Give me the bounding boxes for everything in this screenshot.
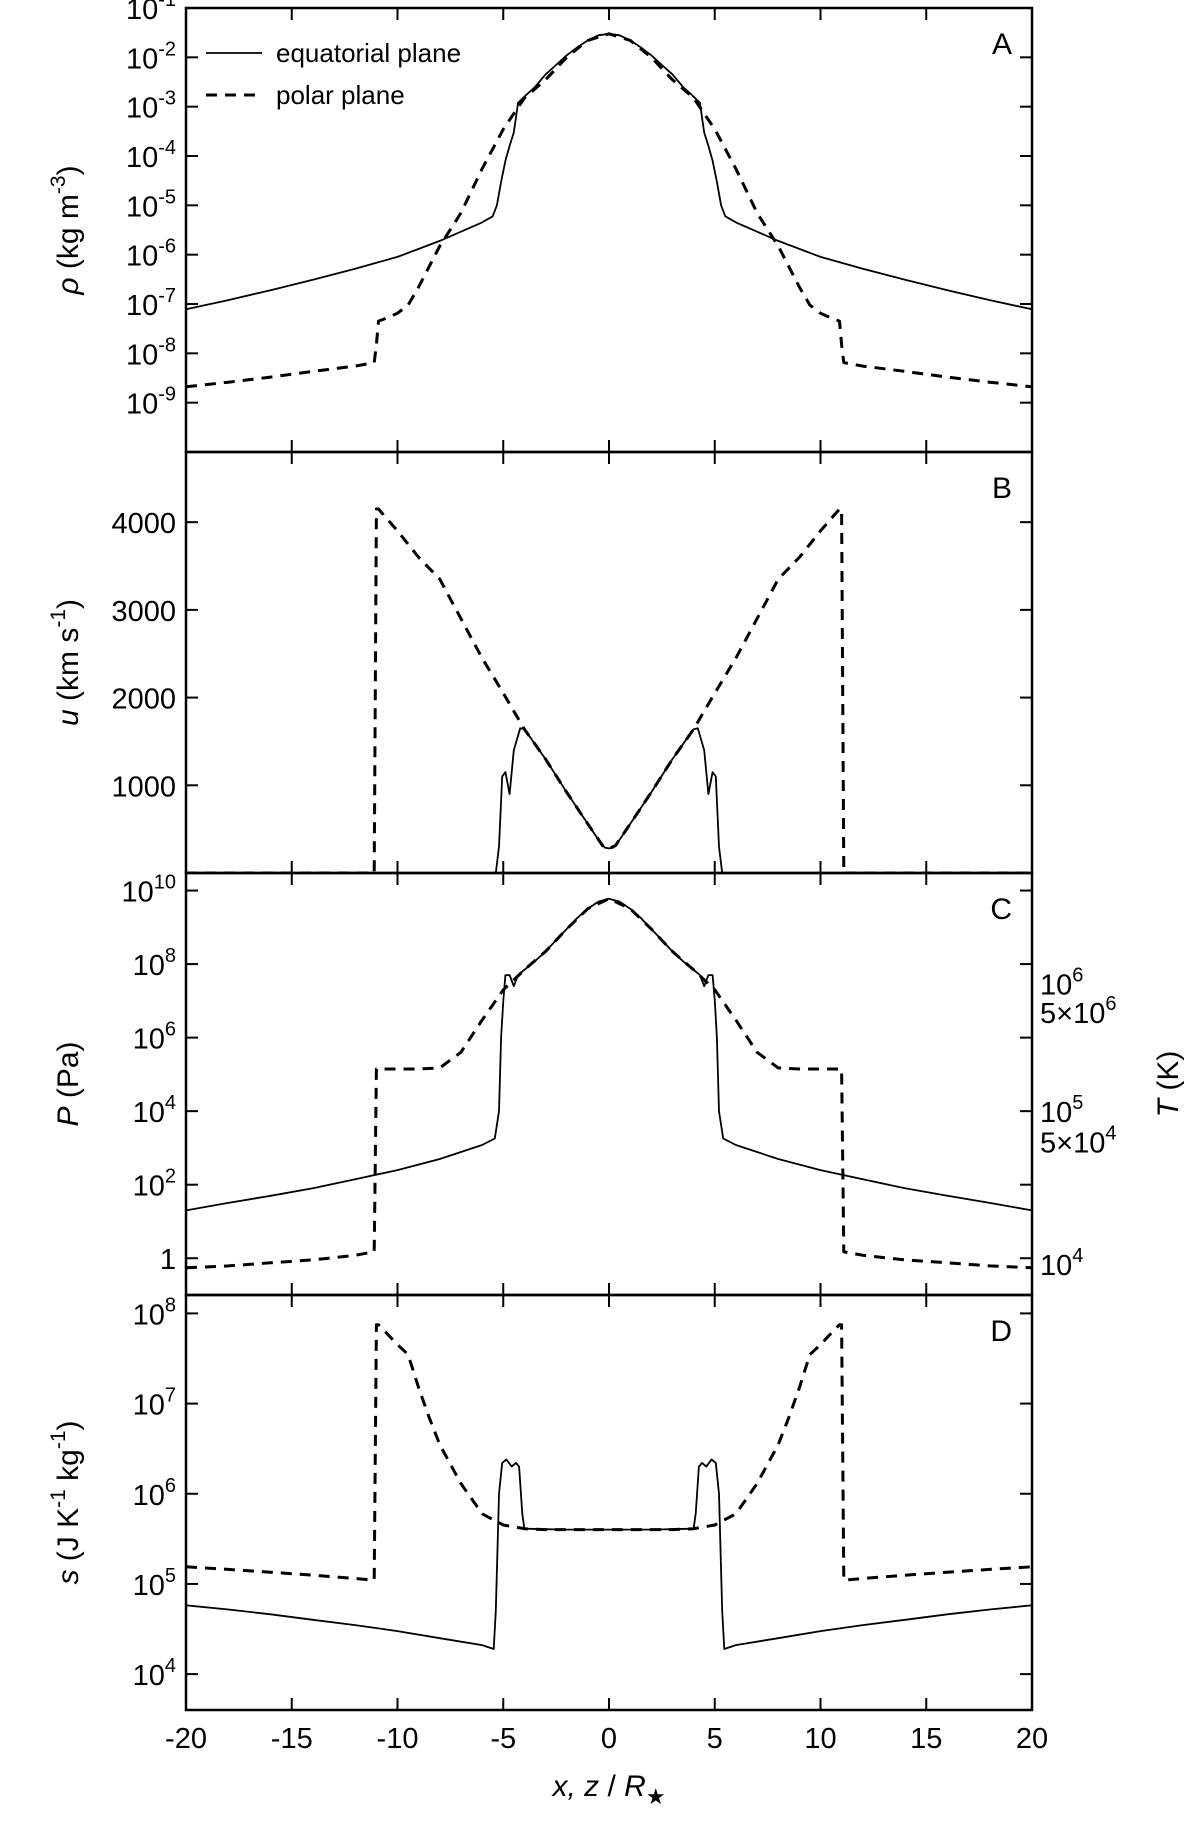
series-equatorial-plane (186, 1458, 1032, 1650)
x-tick-label: 20 (1016, 1723, 1048, 1755)
y-tick-label: 1 (160, 1244, 176, 1276)
y-tick-label: 106 (133, 1475, 176, 1512)
x-tick-label: 5 (707, 1723, 723, 1755)
x-tick-label: 10 (804, 1723, 836, 1755)
y-axis-title: ρ (kg m-3) (47, 165, 85, 295)
legend-entry: equatorial plane (276, 38, 461, 68)
y-tick-label: 10-1 (126, 0, 176, 26)
right-axis-tick-label: 5×106 (1040, 993, 1116, 1030)
series-group (186, 897, 1032, 1270)
x-tick-label: 0 (601, 1723, 617, 1755)
panel-b: 1000 2000 3000 4000 u (km s-1) B (47, 450, 1034, 875)
series-group (186, 507, 1032, 873)
y-tick-label: 104 (133, 1092, 176, 1129)
x-tick-label: -10 (377, 1723, 419, 1755)
series-group (186, 1323, 1032, 1650)
y-tick-label: 4000 (111, 508, 176, 540)
y-tick-label: 108 (133, 1294, 176, 1331)
series-polar-plane (186, 897, 1032, 1270)
x-tick-label: -20 (165, 1723, 207, 1755)
y-axis-title: u (km s-1) (47, 599, 85, 726)
x-tick-label: -5 (490, 1723, 516, 1755)
series-equatorial-plane (186, 897, 1032, 1212)
panel-a: 10-1 10-2 10-3 10-4 10-5 10-6 10-7 10-8 10-9 ρ (k… (47, 0, 1034, 454)
right-axis-tick-label: 106 (1040, 964, 1083, 1001)
panel-label: D (990, 1315, 1012, 1348)
y-tick-label: 10-6 (126, 236, 176, 273)
legend-entry: polar plane (276, 80, 405, 110)
right-axis-tick-label: 5×104 (1040, 1122, 1116, 1159)
series-polar-plane (186, 32, 1032, 389)
plot-frame (184, 1293, 1034, 1712)
plot-frame (184, 871, 1034, 1297)
x-tick-label: 15 (910, 1723, 942, 1755)
series-group (186, 32, 1032, 389)
y-tick-label: 2000 (111, 684, 176, 716)
y-tick-label: 1010 (121, 872, 176, 909)
y-tick-label: 10-9 (126, 384, 176, 421)
y-axis-title: P (Pa) (52, 1041, 85, 1126)
y-tick-label: 107 (133, 1385, 176, 1422)
right-axis-tick-label: 104 (1040, 1245, 1083, 1282)
x-tick-label: -15 (271, 1723, 313, 1755)
series-equatorial-plane (492, 727, 726, 873)
y-tick-label: 108 (133, 945, 176, 982)
x-axis-title: x, z / R★ (550, 1770, 665, 1809)
y-tick-label: 105 (133, 1565, 176, 1602)
y-tick-label: 104 (133, 1655, 176, 1692)
y-tick-label: 3000 (111, 596, 176, 628)
y-tick-label: 106 (133, 1019, 176, 1056)
y-tick-label: 10-5 (126, 186, 176, 223)
panel-label: B (992, 472, 1012, 505)
plot-frame (184, 450, 1034, 875)
y-tick-label: 102 (133, 1166, 176, 1203)
y-tick-label: 10-8 (126, 334, 176, 371)
panel-label: C (990, 893, 1012, 926)
y-tick-label: 10-7 (126, 285, 176, 322)
y-tick-label: 10-3 (126, 88, 176, 125)
series-polar-plane (186, 1323, 1032, 1582)
series-polar-plane (186, 507, 1032, 873)
panel-label: A (992, 28, 1012, 61)
plot-frame (184, 6, 1034, 454)
legend: equatorial plane polar plane (206, 38, 461, 110)
y-tick-label: 10-4 (126, 137, 176, 174)
y-tick-label: 1000 (111, 771, 176, 803)
y-axis-title: s (J K-1 kg-1) (47, 1420, 85, 1584)
y-tick-label: 10-2 (126, 38, 176, 75)
right-axis-tick-label: 105 (1040, 1092, 1083, 1129)
series-equatorial-plane (186, 32, 1032, 311)
right-axis-title: T (K) (1152, 1051, 1185, 1118)
